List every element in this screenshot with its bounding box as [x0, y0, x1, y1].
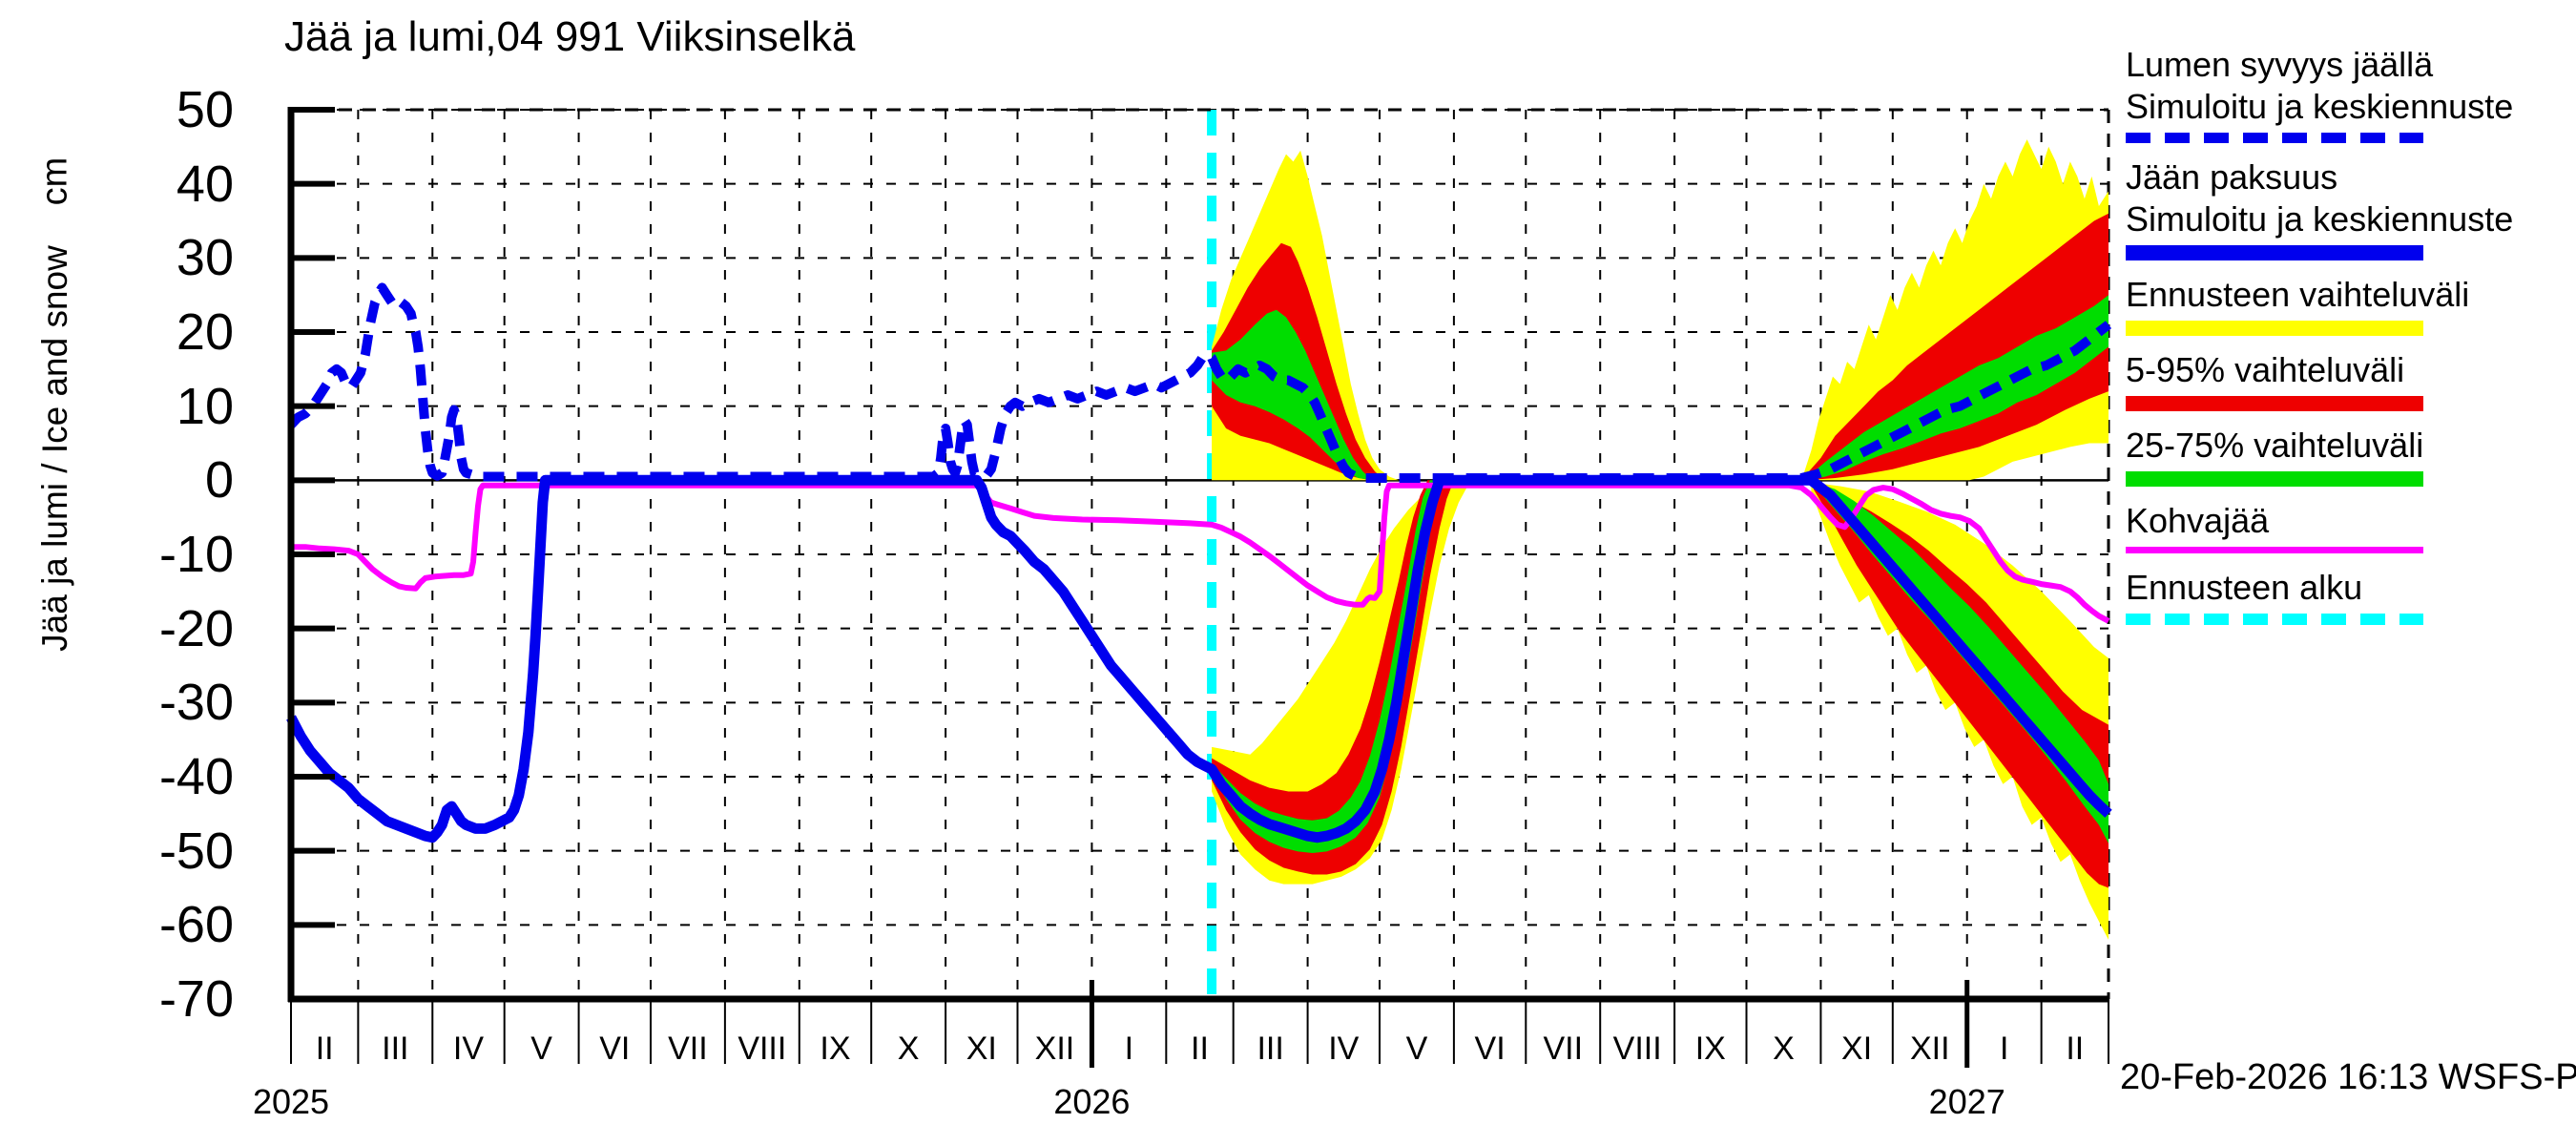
legend-label: Ennusteen alku [2126, 568, 2363, 607]
legend-label: Simuloitu ja keskiennuste [2126, 199, 2514, 239]
legend-swatch-solid [2126, 245, 2423, 260]
y-tick-label: -30 [158, 674, 234, 732]
x-month-label: VII [1543, 1030, 1584, 1067]
y-axis-unit: cm [34, 156, 75, 206]
y-tick-label: 40 [176, 155, 234, 213]
band-ice-5-95-2027 [1813, 484, 2109, 888]
x-year-label: 2025 [252, 1082, 330, 1121]
band-ice-25-75-2027 [1816, 482, 2109, 843]
x-month-label: V [530, 1030, 552, 1067]
y-tick-label: 50 [176, 81, 234, 138]
y-tick-label: -60 [158, 896, 234, 954]
y-tick-label: -50 [158, 822, 234, 880]
x-month-label: XI [1841, 1030, 1873, 1067]
y-tick-label: 10 [176, 377, 234, 435]
x-month-label: I [1124, 1030, 1134, 1067]
x-month-label: II [1191, 1030, 1209, 1067]
y-tick-label: -20 [158, 599, 234, 657]
y-tick-label: 30 [176, 229, 234, 287]
y-tick-label: 20 [176, 303, 234, 361]
legend-swatch-dashed [2126, 614, 2423, 625]
legend-item: Lumen syvyys jäällä Simuloitu ja keskienn… [2126, 44, 2574, 143]
x-month-label: I [1999, 1030, 2009, 1067]
legend-item: Ennusteen vaihteluväli [2126, 274, 2574, 336]
legend-swatch-dashed [2126, 133, 2423, 143]
x-month-label: IV [452, 1030, 485, 1067]
legend-label: Kohvajää [2126, 501, 2270, 540]
y-tick-label: -40 [158, 748, 234, 805]
timestamp: 20-Feb-2026 16:13 WSFS-P [2120, 1057, 2576, 1097]
legend-item: Kohvajää [2126, 500, 2574, 553]
x-month-label: III [382, 1030, 409, 1067]
y-tick-label: -10 [158, 526, 234, 583]
legend-label: Simuloitu ja keskiennuste [2126, 87, 2514, 126]
x-month-label: V [1405, 1030, 1428, 1067]
legend-item: 25-75% vaihteluväli [2126, 425, 2574, 487]
x-month-label: VIII [737, 1030, 787, 1067]
x-year-label: 2026 [1053, 1082, 1131, 1121]
band-ice-5-95-2026 [1212, 480, 1454, 875]
x-month-label: IX [820, 1030, 851, 1067]
legend-label: Lumen syvyys jäällä [2126, 45, 2434, 84]
legend-item: 5-95% vaihteluväli [2126, 349, 2574, 411]
legend-label: Jään paksuus [2126, 157, 2338, 197]
legend-label: 25-75% vaihteluväli [2126, 426, 2424, 465]
legend-item: Ennusteen alku [2126, 567, 2574, 625]
x-month-label: VI [599, 1030, 631, 1067]
y-tick-label: -70 [158, 970, 234, 1028]
ice-thickness-line [286, 474, 2112, 843]
kohvajaa-line [291, 482, 2110, 624]
legend-label: Ennusteen vaihteluväli [2126, 275, 2470, 314]
legend-swatch-solid [2126, 321, 2423, 336]
x-month-label: X [1773, 1030, 1795, 1067]
legend-swatch-solid [2126, 396, 2423, 411]
x-month-label: III [1257, 1030, 1284, 1067]
x-month-label: II [2066, 1030, 2085, 1067]
legend-label: 5-95% vaihteluväli [2126, 350, 2405, 389]
x-month-label: VI [1474, 1030, 1506, 1067]
x-month-label: XI [966, 1030, 997, 1067]
y-tick-label: 0 [204, 451, 234, 510]
page-title: Jää ja lumi,04 991 Viiksinselkä [284, 13, 856, 60]
snow-depth-line [287, 282, 2112, 483]
y-axis-label: Jää ja lumi / Ice and snow [35, 245, 74, 652]
x-year-label: 2027 [1928, 1082, 2005, 1121]
legend: Lumen syvyys jäällä Simuloitu ja keskienn… [2126, 44, 2574, 638]
legend-swatch-solid [2126, 547, 2423, 553]
band-snow-25-75-2027 [1808, 295, 2109, 481]
x-month-label: VII [668, 1030, 708, 1067]
x-month-label: VIII [1612, 1030, 1662, 1067]
x-month-label: XII [1909, 1030, 1950, 1067]
legend-swatch-solid [2126, 471, 2423, 487]
x-month-label: XII [1034, 1030, 1075, 1067]
x-month-label: IX [1694, 1030, 1726, 1067]
x-month-label: II [315, 1030, 334, 1067]
legend-item: Jään paksuus Simuloitu ja keskiennuste [2126, 156, 2574, 260]
x-month-label: IV [1328, 1030, 1360, 1067]
x-month-label: X [897, 1030, 920, 1067]
band-snow-5-95-2027 [1806, 213, 2109, 481]
